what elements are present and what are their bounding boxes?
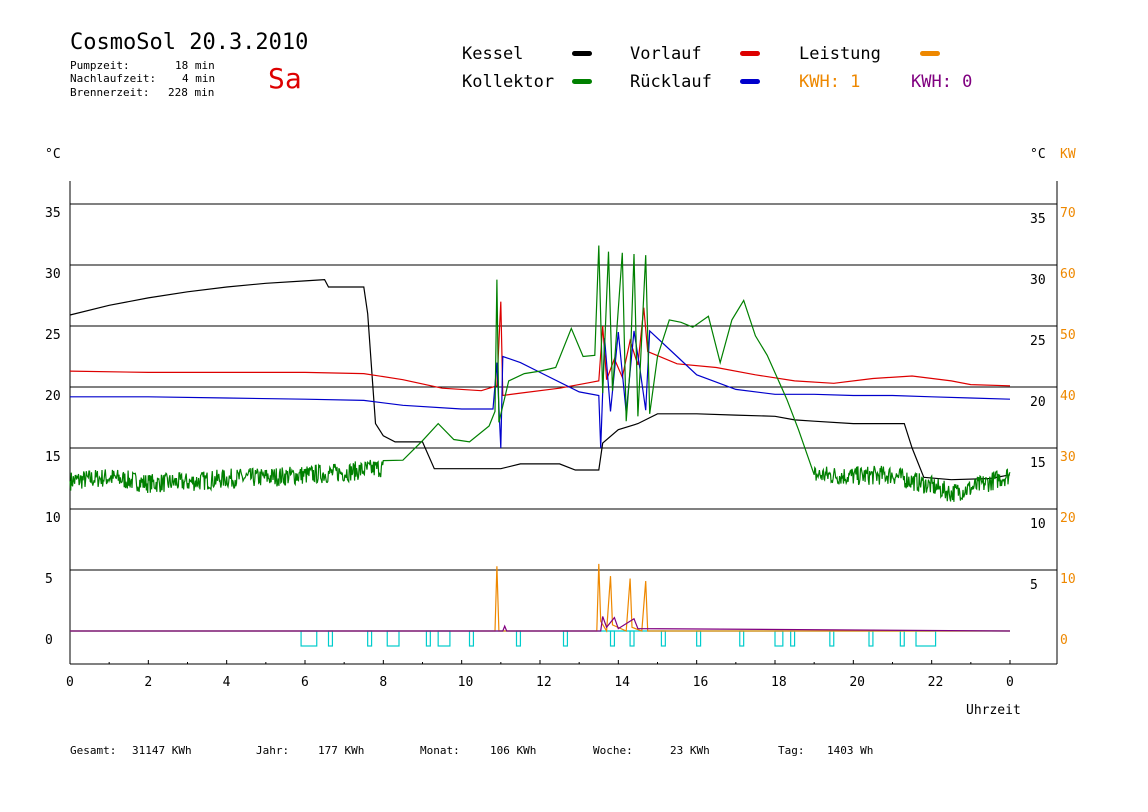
series-line-r-cklauf (70, 329, 1011, 449)
pump-block (739, 630, 745, 647)
stat-nachlaufzeit-value: 4 min (182, 72, 216, 85)
footer-jahr-value: 177 KWh (318, 744, 365, 757)
footer-woche-label: Woche: (593, 744, 633, 757)
x-tick-label: 2 (144, 675, 152, 690)
footer-monat-label: Monat: (420, 744, 460, 757)
pump-block (899, 630, 905, 647)
footer-tag-value: 1403 Wh (827, 744, 874, 757)
y-axis-unit-right: °C (1030, 147, 1046, 162)
y-tick-label-left: 10 (45, 511, 61, 526)
legend-kwh0-label: KWH: 0 (911, 72, 973, 92)
footer-monat-value: 106 KWh (490, 744, 537, 757)
kw-tick-label: 40 (1060, 389, 1076, 404)
y-tick-label-left: 25 (45, 328, 61, 343)
legend-leistung-label: Leistung (799, 44, 881, 64)
pump-block (468, 630, 475, 647)
legend-ruecklauf-swatch (740, 79, 760, 84)
y-axis-unit-left: °C (45, 147, 61, 162)
pump-block (696, 630, 702, 647)
y-tick-label-left: 0 (45, 633, 53, 648)
y-tick-label-left: 30 (45, 267, 61, 282)
x-tick-label: 18 (771, 675, 787, 690)
series-line-leistung (70, 563, 1010, 633)
legend-leistung-swatch (920, 51, 940, 56)
y-tick-label-right: 25 (1030, 334, 1046, 349)
series-line-kessel (69, 278, 1011, 481)
footer-gesamt-value: 31147 KWh (132, 744, 192, 757)
pump-block (829, 630, 835, 647)
kw-tick-label: 10 (1060, 572, 1076, 587)
pump-block (437, 630, 451, 647)
pump-block (327, 630, 334, 647)
legend-kollektor-label: Kollektor (462, 72, 555, 92)
x-tick-label: 14 (614, 675, 630, 690)
y-tick-label-right: 30 (1030, 273, 1046, 288)
legend-kwh1-label: KWH: 1 (799, 72, 861, 92)
x-tick-label: 10 (458, 675, 474, 690)
x-tick-label: 0 (66, 675, 74, 690)
pump-block (629, 630, 635, 647)
legend-vorlauf-label: Vorlauf (630, 44, 702, 64)
kw-tick-label: 50 (1060, 328, 1076, 343)
pump-block (300, 630, 318, 647)
legend-kessel-swatch (572, 51, 592, 56)
x-tick-label: 4 (223, 675, 231, 690)
chart-title: CosmoSol 20.3.2010 (70, 30, 309, 55)
footer-tag-label: Tag: (778, 744, 805, 757)
legend-ruecklauf-label: Rücklauf (630, 72, 712, 92)
y-tick-label-left: 35 (45, 206, 61, 221)
stat-brennerzeit-label: Brennerzeit: (70, 86, 150, 99)
pump-block (774, 630, 784, 647)
x-tick-label: 8 (379, 675, 387, 690)
pump-block (367, 630, 373, 647)
stat-nachlaufzeit-label: Nachlaufzeit: (70, 72, 157, 85)
kw-tick-label: 70 (1060, 206, 1076, 221)
y-tick-label-left: 5 (45, 572, 53, 587)
x-tick-label: 12 (536, 675, 552, 690)
stat-brennerzeit-value: 228 min (168, 86, 215, 99)
x-tick-label: 20 (849, 675, 865, 690)
stat-pumpzeit-label: Pumpzeit: (70, 59, 130, 72)
x-tick-label: 16 (693, 675, 709, 690)
y-tick-label-right: 10 (1030, 517, 1046, 532)
weekday-label: Sa (268, 62, 302, 95)
pump-block (790, 630, 796, 647)
footer-gesamt-label: Gesamt: (70, 744, 117, 757)
pump-block (915, 630, 937, 647)
y-tick-label-left: 15 (45, 450, 61, 465)
stat-pumpzeit-value: 18 min (175, 59, 215, 72)
x-tick-label: 6 (301, 675, 309, 690)
pump-block (660, 630, 666, 647)
y-tick-label-right: 20 (1030, 395, 1046, 410)
x-tick-label: 22 (928, 675, 944, 690)
footer-jahr-label: Jahr: (256, 744, 290, 757)
pump-block (515, 630, 522, 647)
legend-kollektor-swatch (572, 79, 592, 84)
x-tick-label: 0 (1006, 675, 1014, 690)
y-tick-label-right: 15 (1030, 456, 1046, 471)
kw-tick-label: 0 (1060, 633, 1068, 648)
kw-tick-label: 30 (1060, 450, 1076, 465)
y-tick-label-right: 35 (1030, 212, 1046, 227)
legend-kessel-label: Kessel (462, 44, 524, 64)
pump-block (425, 630, 431, 647)
x-axis-label: Uhrzeit (966, 703, 1021, 718)
series-line-vorlauf (69, 301, 1011, 397)
pump-block (609, 630, 616, 647)
kw-tick-label: 60 (1060, 267, 1076, 282)
series-line-kwh-0 (70, 616, 1011, 632)
pump-block (386, 630, 400, 647)
y-tick-label-left: 20 (45, 389, 61, 404)
y-axis-unit-kw: KW (1060, 147, 1076, 162)
y-tick-label-right: 5 (1030, 578, 1038, 593)
pump-block (562, 630, 569, 647)
legend-vorlauf-swatch (740, 51, 760, 56)
series-line-kollektor (69, 245, 1011, 502)
footer-woche-value: 23 KWh (670, 744, 710, 757)
kw-tick-label: 20 (1060, 511, 1076, 526)
pump-block (868, 630, 874, 647)
